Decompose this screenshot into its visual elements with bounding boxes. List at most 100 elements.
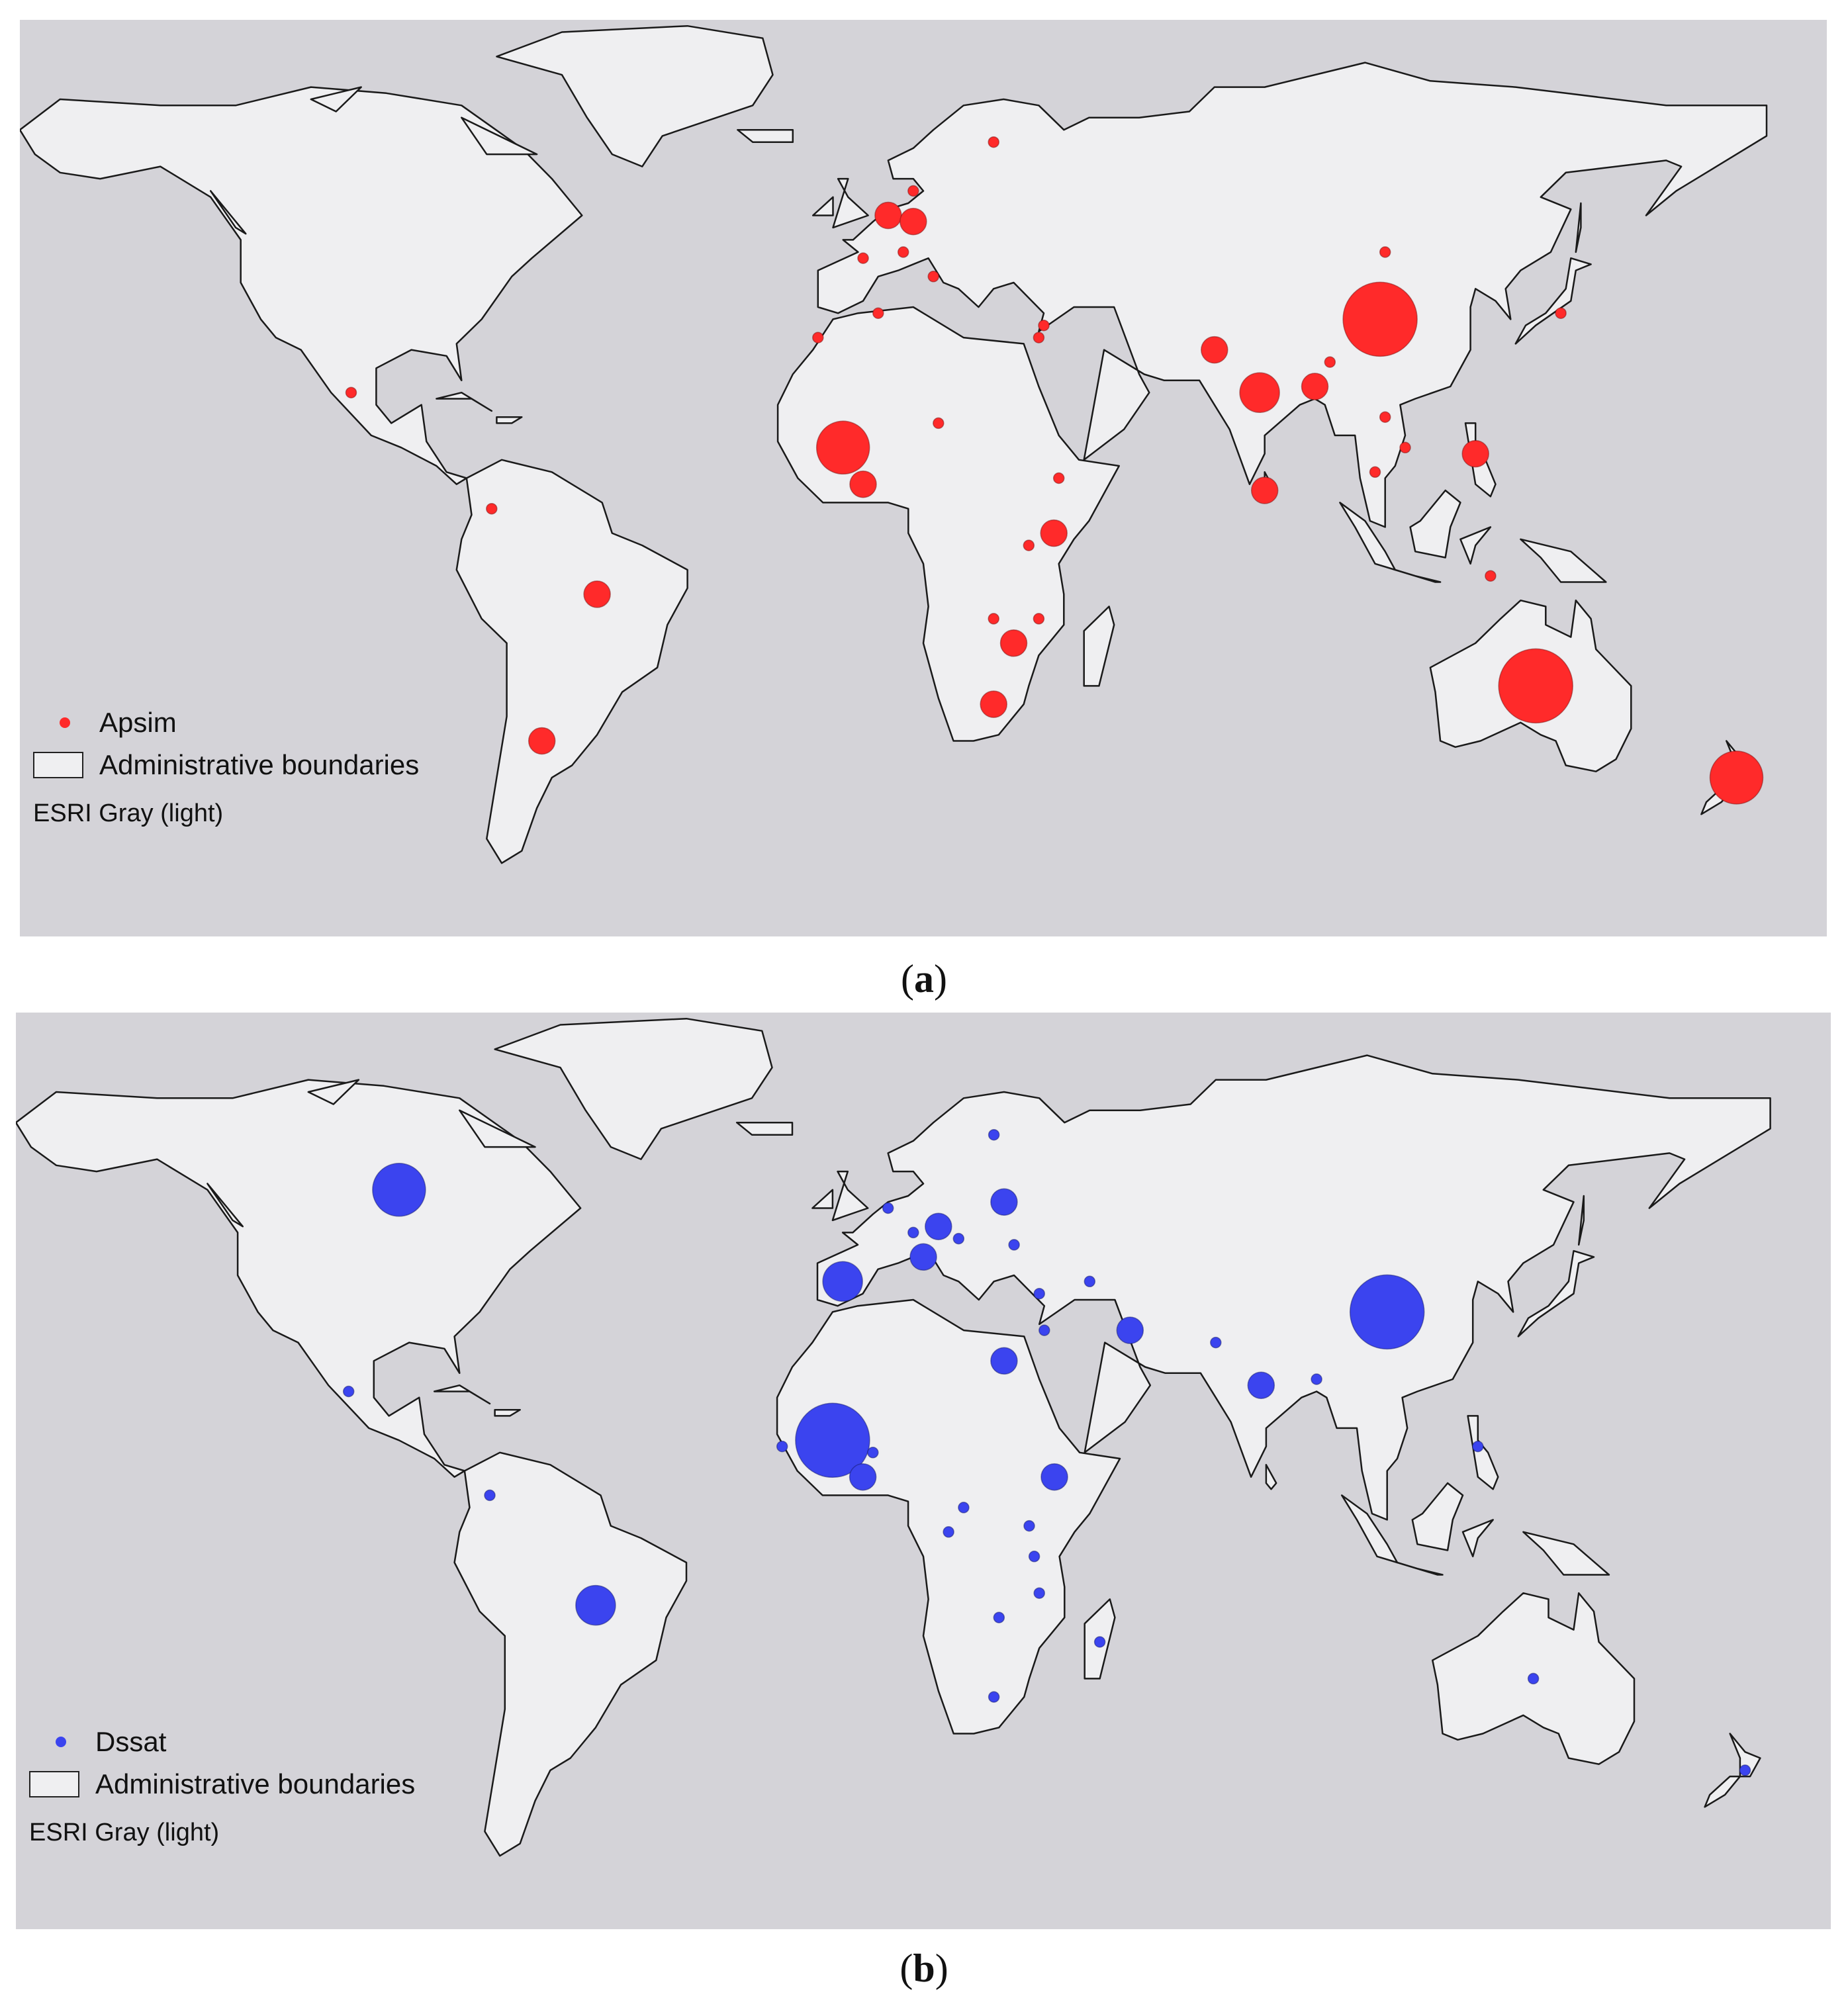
landmass	[436, 391, 493, 412]
study-location-point	[1250, 477, 1279, 504]
study-location-point	[1349, 1274, 1425, 1350]
study-location-point	[849, 1463, 877, 1491]
study-location-point	[990, 1347, 1018, 1375]
landmass	[433, 1384, 491, 1405]
study-location-point	[1301, 373, 1329, 400]
study-location-point	[583, 580, 611, 608]
study-location-point	[867, 1447, 879, 1459]
study-location-point	[486, 502, 498, 515]
study-location-point	[988, 613, 999, 625]
landmass	[1461, 1519, 1494, 1558]
landmass	[831, 1170, 869, 1222]
study-location-point	[933, 417, 945, 430]
legend-boundaries-label: Administrative boundaries	[99, 749, 420, 780]
study-location-point	[1028, 1551, 1040, 1563]
study-location-point	[372, 1163, 426, 1217]
study-location-point	[1023, 539, 1035, 551]
study-location-point	[1472, 1440, 1484, 1453]
map-panel-b: Dssat Administrative boundaries ESRI Gra…	[16, 1013, 1831, 1929]
study-location-point	[1040, 1463, 1068, 1491]
landmass	[811, 1189, 834, 1209]
legend-basemap-label: ESRI Gray (light)	[29, 1819, 220, 1846]
landmass	[496, 416, 523, 424]
landmass	[16, 1079, 582, 1478]
study-location-point	[993, 1612, 1005, 1623]
study-location-point	[1033, 332, 1045, 343]
study-location-point	[1379, 411, 1391, 423]
legend-basemap-label: ESRI Gray (light)	[33, 799, 224, 827]
study-location-point	[1311, 1373, 1322, 1385]
study-location-point	[1399, 441, 1411, 454]
landmass	[1729, 1733, 1761, 1778]
study-location-point	[872, 307, 884, 319]
study-location-point	[849, 470, 877, 498]
study-location-point	[1342, 281, 1418, 357]
study-location-point	[909, 1243, 937, 1271]
study-location-point	[907, 185, 919, 197]
landmass	[1467, 1415, 1499, 1490]
landmass	[310, 86, 362, 113]
study-location-point	[345, 386, 357, 398]
landmass	[1396, 1561, 1444, 1576]
legend-boundary-swatch	[29, 1771, 79, 1797]
landmass	[1575, 202, 1582, 253]
study-location-point	[1201, 336, 1228, 364]
landmass	[817, 62, 1768, 528]
legend-boundaries-label: Administrative boundaries	[95, 1768, 416, 1799]
study-location-point	[1527, 1672, 1540, 1685]
study-location-point	[952, 1232, 965, 1245]
landmass	[1704, 1775, 1741, 1808]
study-location-point	[795, 1402, 870, 1478]
study-location-point	[1324, 356, 1336, 368]
caption-a: (a)	[901, 957, 947, 1001]
legend-a: Apsim Administrative boundaries ESRI Gra…	[33, 702, 419, 828]
study-location-point	[1023, 1520, 1035, 1532]
study-location-point	[1093, 1636, 1106, 1648]
landmass	[1522, 1531, 1610, 1576]
study-location-point	[988, 1691, 1000, 1703]
study-location-point	[1485, 570, 1497, 582]
landmass	[207, 1183, 244, 1228]
study-location-point	[776, 1440, 788, 1453]
study-location-point	[528, 727, 556, 755]
legend-layer-row: Dssat	[29, 1721, 415, 1763]
study-location-point	[1033, 1587, 1045, 1599]
legend-b: Dssat Administrative boundaries ESRI Gra…	[29, 1721, 415, 1847]
caption-b: (b)	[900, 1946, 948, 1990]
map-panel-a: Apsim Administrative boundaries ESRI Gra…	[20, 20, 1827, 936]
study-location-point	[1052, 472, 1065, 484]
study-location-point	[1084, 1275, 1096, 1288]
study-location-point	[1038, 319, 1050, 332]
study-location-point	[1039, 1324, 1050, 1336]
legend-boundary-swatch	[33, 752, 83, 778]
study-location-point	[988, 1128, 1000, 1141]
study-location-point	[857, 252, 869, 264]
landmass	[459, 1109, 536, 1148]
study-location-point	[1247, 1371, 1275, 1399]
landmass	[1265, 1464, 1277, 1490]
study-location-point	[900, 207, 927, 236]
study-location-point	[1498, 648, 1573, 724]
study-location-point	[1739, 1764, 1751, 1776]
study-location-point	[342, 1385, 355, 1398]
study-location-point	[882, 1202, 894, 1214]
legend-layer-label: Apsim	[99, 707, 177, 738]
study-location-point	[927, 271, 939, 283]
study-location-point	[907, 1226, 919, 1239]
landmass	[1411, 1482, 1464, 1551]
study-location-point	[943, 1526, 954, 1538]
study-location-point	[1709, 750, 1764, 805]
study-location-point	[990, 1188, 1018, 1216]
landmass	[776, 306, 1120, 742]
legend-boundaries-row: Administrative boundaries	[33, 744, 419, 786]
landmass	[1520, 538, 1607, 583]
legend-point-icon	[60, 717, 70, 728]
study-location-point	[897, 246, 909, 258]
study-location-point	[980, 690, 1007, 718]
study-location-point	[1461, 439, 1489, 468]
landmass	[1514, 257, 1592, 345]
study-location-point	[822, 1261, 863, 1302]
study-location-point	[1033, 613, 1045, 625]
study-location-point	[1369, 466, 1381, 478]
study-location-point	[1239, 372, 1280, 413]
